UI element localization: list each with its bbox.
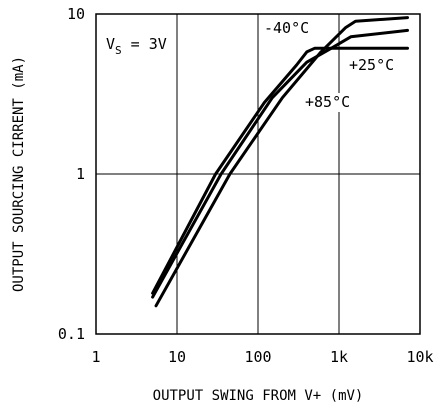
x-axis-label: OUTPUT SWING FROM V+ (mV) — [153, 388, 364, 404]
x-tick-label-10k: 10k — [406, 348, 433, 366]
x-tick-label-100: 100 — [244, 348, 271, 366]
annotation-25-c: +25°C — [349, 56, 394, 74]
y-axis-label: OUTPUT SOURCING CIRRENT (mA) — [11, 56, 27, 292]
gridlines — [96, 14, 420, 334]
x-tick-label-10: 10 — [168, 348, 186, 366]
plot-frame — [95, 13, 421, 335]
y-tick-labels: 0.1 1 10 — [58, 5, 85, 343]
y-tick-label-10: 10 — [67, 5, 85, 23]
series-line-25-c — [151, 28, 409, 299]
x-tick-labels: 1 10 100 1k 10k — [91, 348, 433, 366]
annotation-85-c: +85°C — [305, 93, 350, 111]
annotation-40-c: -40°C — [264, 19, 309, 37]
series-annotations: -40°C +25°C +85°C — [262, 19, 399, 112]
series-lines — [151, 16, 409, 308]
x-tick-label-1k: 1k — [330, 348, 348, 366]
y-tick-label-0-1: 0.1 — [58, 325, 85, 343]
x-tick-label-1: 1 — [91, 348, 100, 366]
series-line-85-c — [154, 16, 409, 308]
condition-label: VS = 3V — [106, 35, 167, 57]
y-tick-label-1: 1 — [76, 165, 85, 183]
series-line-40-c — [151, 46, 409, 295]
annotation-background-25-c — [347, 56, 399, 75]
annotation-background-40-c — [262, 19, 314, 38]
annotation-background-85-c — [303, 93, 355, 112]
